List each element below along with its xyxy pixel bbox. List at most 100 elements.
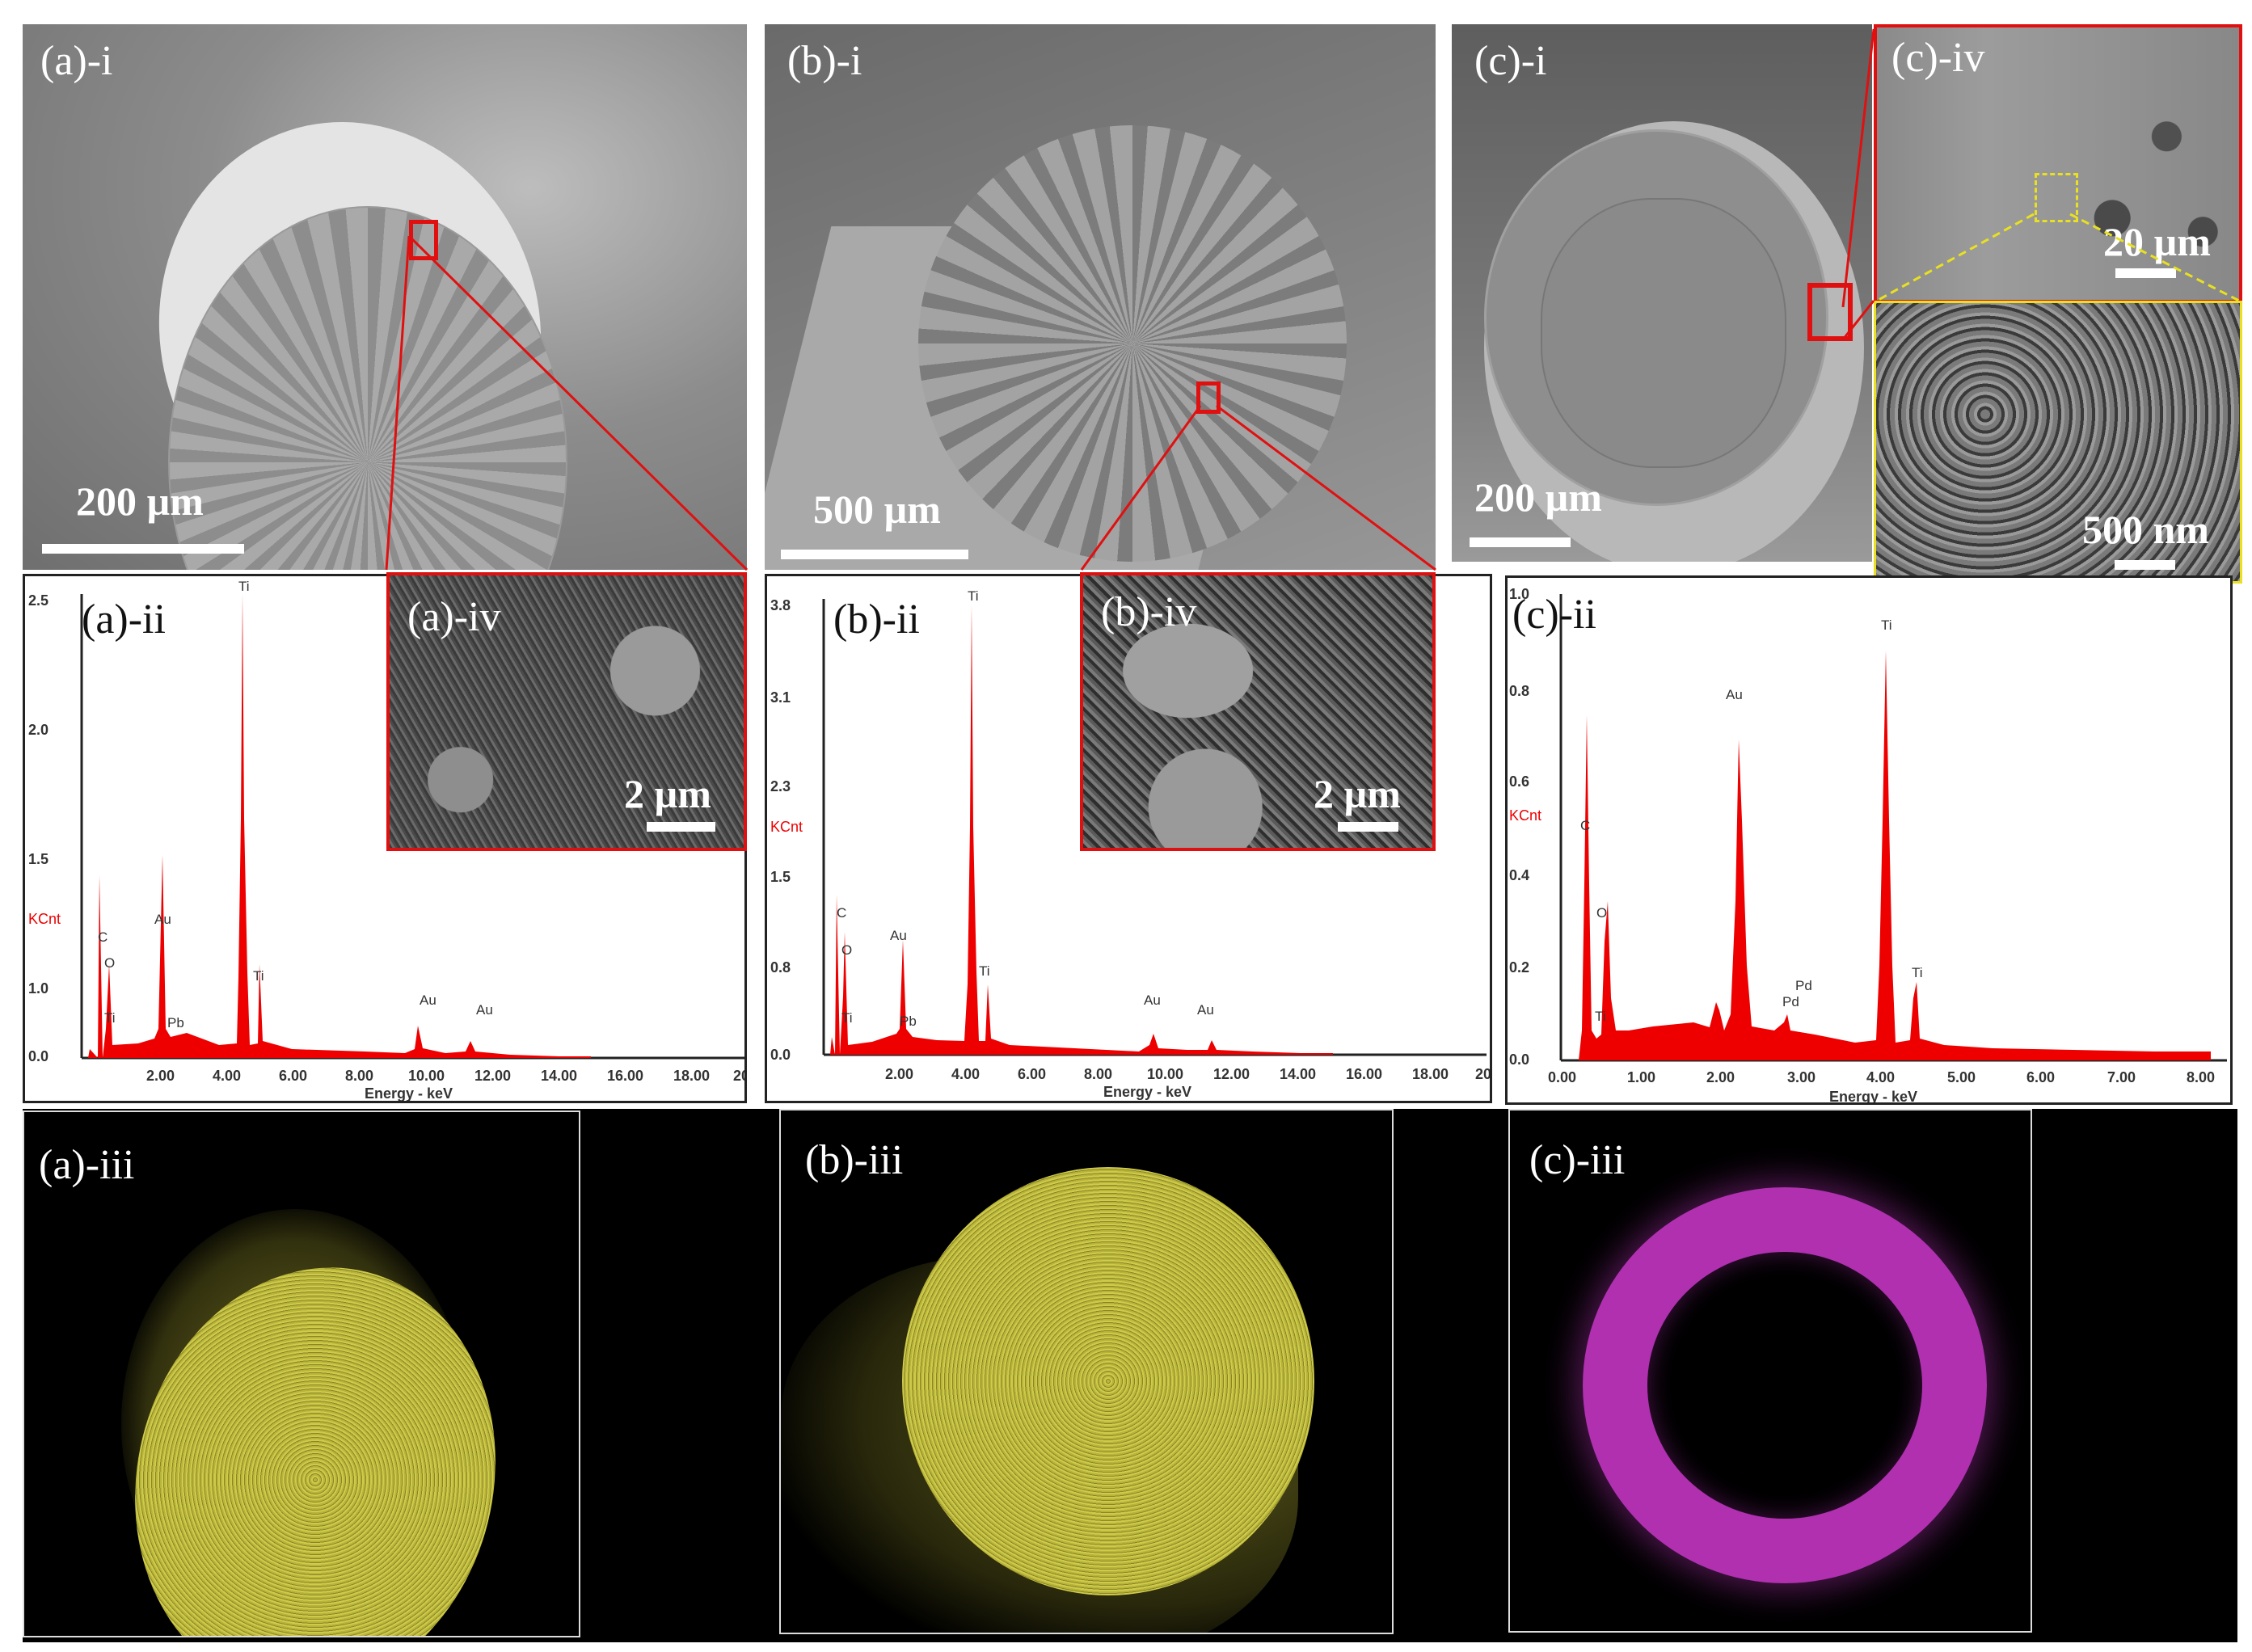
svg-text:Energy - keV: Energy - keV [1103,1084,1191,1100]
svg-text:Au: Au [476,1002,493,1018]
svg-text:C: C [98,929,108,945]
panel-label: (a)-ii [82,596,166,643]
svg-text:4.00: 4.00 [213,1068,241,1084]
zoom-box [1807,283,1853,341]
panel-label: (b)-iv [1101,589,1197,635]
sem-panel-c-i: (c)-i 200 µm [1452,24,1872,562]
scale-bar-label: 200 µm [1474,474,1602,520]
svg-text:2.00: 2.00 [1706,1069,1735,1085]
svg-text:1.00: 1.00 [1627,1069,1655,1085]
element-map-b: (b)-iii [779,1109,1394,1634]
svg-text:C: C [1580,818,1590,833]
svg-text:Pb: Pb [900,1014,917,1029]
svg-text:1.5: 1.5 [770,869,791,885]
svg-text:10.00: 10.00 [408,1068,445,1084]
svg-text:4.00: 4.00 [951,1066,980,1082]
svg-text:14.00: 14.00 [541,1068,577,1084]
svg-text:Au: Au [1726,687,1743,702]
svg-text:KCnt: KCnt [1509,807,1541,824]
svg-text:Ti: Ti [253,968,264,984]
svg-text:3.1: 3.1 [770,689,791,706]
map-signal-core [902,1167,1314,1595]
svg-text:2.3: 2.3 [770,778,791,794]
svg-text:Au: Au [1144,992,1161,1008]
svg-text:0.4: 0.4 [1509,867,1529,883]
svg-text:2.00: 2.00 [885,1066,913,1082]
svg-text:Pd: Pd [1795,978,1812,993]
svg-text:Ti: Ti [238,579,250,594]
panel-label: (a)-iv [407,594,501,640]
svg-text:Ti: Ti [1595,1009,1606,1024]
svg-text:0.2: 0.2 [1509,959,1529,976]
svg-text:3.8: 3.8 [770,597,791,613]
svg-text:0.8: 0.8 [770,959,791,976]
eds-plot-a: 2.5 2.0 1.5 KCnt 1.0 0.5 0.0 2.00 4.00 6… [28,579,744,1102]
scale-bar [1338,822,1398,832]
zoom-box [409,220,438,260]
panel-label: (a)-i [40,38,113,84]
svg-text:10.00: 10.00 [1147,1066,1183,1082]
sem-panel-c-v: 500 nm [1874,301,2242,584]
panel-label: (b)-ii [833,596,920,643]
svg-text:0.0: 0.0 [28,1048,48,1064]
svg-text:C: C [837,905,846,921]
svg-text:16.00: 16.00 [607,1068,643,1084]
scale-bar [42,544,244,554]
svg-text:Ti: Ti [1881,617,1892,633]
svg-text:20: 20 [1475,1066,1491,1082]
svg-text:Ti: Ti [968,588,979,604]
panel-label: (a)-iii [39,1142,135,1188]
scale-bar-label: 500 µm [813,487,941,532]
eds-plot-b: 3.8 3.1 2.3 KCnt 1.5 0.8 0.0 2.00 4.00 6… [770,588,1491,1100]
scale-bar [781,550,968,559]
svg-text:8.00: 8.00 [2187,1069,2215,1085]
svg-text:Au: Au [890,928,907,943]
svg-text:KCnt: KCnt [28,911,61,927]
element-map-c: (c)-iii [1508,1109,2032,1633]
svg-text:0.6: 0.6 [1509,773,1529,790]
svg-text:18.00: 18.00 [673,1068,710,1084]
sem-panel-c-iv: (c)-iv 20 µm [1874,24,2242,303]
svg-text:Ti: Ti [979,963,990,979]
svg-text:O: O [841,942,852,958]
svg-text:Energy - keV: Energy - keV [365,1085,453,1102]
zoom-box-secondary [2035,173,2078,222]
svg-text:8.00: 8.00 [345,1068,373,1084]
svg-text:Ti: Ti [841,1010,853,1026]
scale-bar-label: 2 µm [1314,771,1401,816]
panel-label: (b)-iii [805,1137,904,1183]
svg-text:2.00: 2.00 [146,1068,175,1084]
svg-text:7.00: 7.00 [2107,1069,2136,1085]
scale-bar [647,822,715,832]
svg-text:12.00: 12.00 [1213,1066,1250,1082]
element-map-a: (a)-iii [23,1110,580,1637]
svg-text:O: O [104,955,115,971]
zoom-box [1196,381,1221,414]
eds-chart-c: 1.0 0.8 0.6 KCnt 0.4 0.2 0.0 0.00 1.00 2… [1505,575,2233,1105]
sem-panel-a-iv: (a)-iv 2 µm [386,572,747,851]
svg-text:12.00: 12.00 [474,1068,511,1084]
svg-text:Au: Au [1197,1002,1214,1018]
svg-text:16.00: 16.00 [1346,1066,1382,1082]
svg-text:Ti: Ti [104,1010,116,1026]
svg-text:0.8: 0.8 [1509,683,1529,699]
panel-label: (b)-i [787,38,862,84]
svg-text:8.00: 8.00 [1084,1066,1112,1082]
sem-panel-a-i: (a)-i 200 µm [23,24,747,570]
svg-text:0.00: 0.00 [1548,1069,1576,1085]
panel-label: (c)-ii [1512,592,1596,638]
svg-text:6.00: 6.00 [279,1068,307,1084]
panel-label: (c)-iii [1529,1137,1626,1183]
svg-text:Ti: Ti [1912,965,1923,980]
svg-text:2.0: 2.0 [28,722,48,738]
scale-bar-label: 2 µm [624,771,711,816]
svg-text:1.5: 1.5 [28,851,48,867]
svg-text:18.00: 18.00 [1412,1066,1449,1082]
scale-bar [2115,268,2176,278]
scale-bar [2115,560,2175,570]
svg-text:Au: Au [420,992,436,1008]
svg-text:2.5: 2.5 [28,592,48,609]
svg-text:KCnt: KCnt [770,819,803,835]
panel-label: (c)-iv [1891,35,1985,81]
